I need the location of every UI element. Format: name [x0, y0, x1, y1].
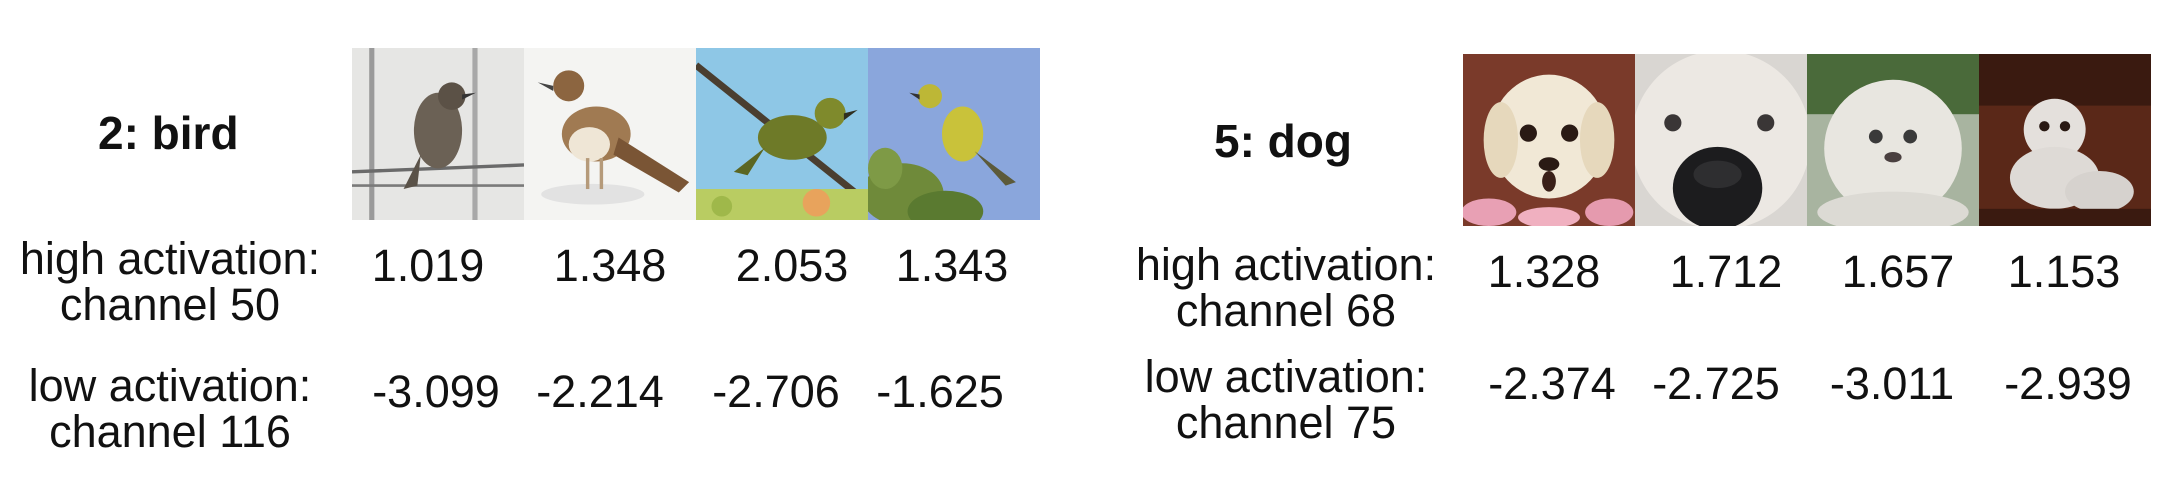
low-value: -2.725: [1652, 358, 1780, 409]
class-label: 2: bird: [98, 107, 239, 159]
high-activation-label: high activation: channel 50: [2, 236, 338, 328]
channel-text: channel 68: [1175, 285, 1397, 336]
white-puppy-face-image: [1463, 54, 1635, 226]
bird-on-wire-image: [352, 48, 524, 220]
low-activation-label: low activation: channel 75: [1118, 354, 1454, 446]
high-value: 1.328: [1487, 246, 1601, 297]
high-activation-text: high activation:: [1135, 239, 1437, 290]
high-activation-label: high activation: channel 68: [1118, 242, 1454, 334]
low-value: -1.625: [876, 366, 1004, 417]
high-value: 1.348: [553, 240, 667, 291]
low-value: -2.706: [712, 366, 840, 417]
high-value: 1.019: [371, 240, 485, 291]
brown-bird-image: [524, 48, 696, 220]
high-value: 1.657: [1841, 246, 1955, 297]
channel-text: channel 50: [59, 279, 281, 330]
high-value: 1.153: [2007, 246, 2121, 297]
low-value: -2.939: [2004, 358, 2132, 409]
fluffy-white-dog-image: [1807, 54, 1979, 226]
high-value: 2.053: [735, 240, 849, 291]
white-dog-closeup-image: [1635, 54, 1807, 226]
channel-text: channel 116: [49, 406, 291, 457]
low-activation-label: low activation: channel 116: [2, 363, 338, 455]
class-label: 5: dog: [1214, 115, 1352, 167]
low-value: -3.011: [1829, 358, 1955, 409]
high-value: 1.712: [1669, 246, 1783, 297]
low-value: -3.099: [372, 366, 500, 417]
high-activation-text: high activation:: [19, 233, 321, 284]
low-activation-text: low activation:: [28, 360, 312, 411]
low-activation-text: low activation:: [1144, 351, 1428, 402]
low-value: -2.214: [536, 366, 664, 417]
green-bird-on-branch-image: [696, 48, 868, 220]
small-white-dog-image: [1979, 54, 2151, 226]
yellow-bird-on-plant-image: [868, 48, 1040, 220]
high-value: 1.343: [895, 240, 1009, 291]
channel-text: channel 75: [1175, 397, 1397, 448]
low-value: -2.374: [1488, 358, 1616, 409]
